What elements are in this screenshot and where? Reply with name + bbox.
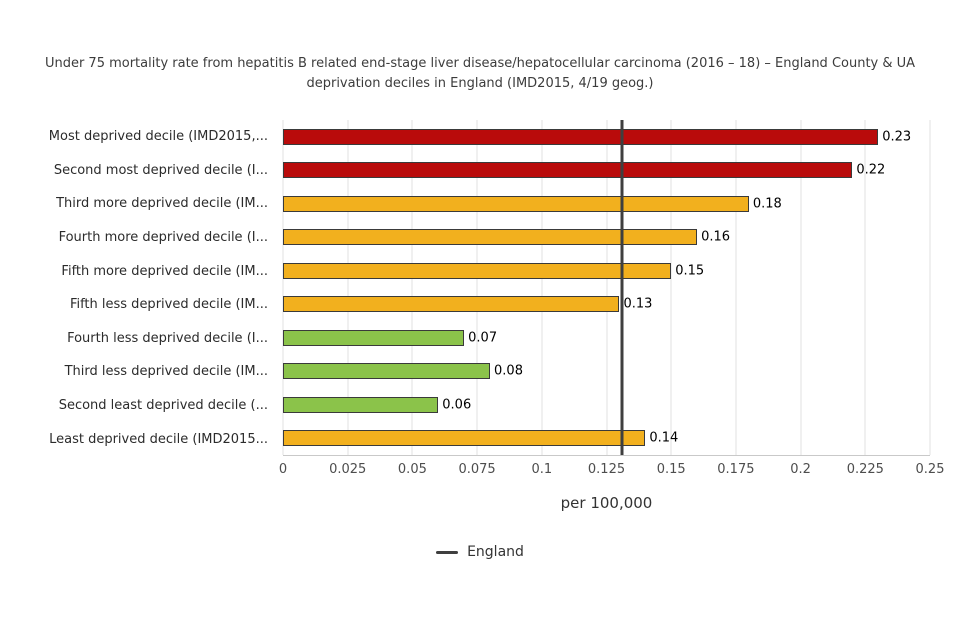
bar-value-label: 0.08 bbox=[494, 363, 523, 379]
x-tick-label: 0 bbox=[278, 462, 288, 477]
bar-row: 0.16 bbox=[283, 221, 930, 255]
bar-row: 0.23 bbox=[283, 120, 930, 154]
bar-value-label: 0.06 bbox=[442, 397, 472, 413]
bar-value-label: 0.23 bbox=[882, 129, 912, 145]
gridlines bbox=[282, 120, 931, 455]
category-label: Least deprived decile (IMD2015... bbox=[49, 431, 268, 447]
bar-row: 0.08 bbox=[283, 355, 930, 389]
bar[interactable] bbox=[283, 229, 698, 246]
gridline bbox=[347, 120, 349, 455]
bar[interactable] bbox=[283, 296, 620, 313]
bar-value-label: 0.15 bbox=[675, 263, 705, 279]
x-tick-label: 0.125 bbox=[587, 462, 626, 477]
bar-row: 0.15 bbox=[283, 254, 930, 288]
bar-row: 0.22 bbox=[283, 154, 930, 188]
category-label: Second least deprived decile (... bbox=[58, 398, 268, 414]
bar-row: 0.07 bbox=[283, 321, 930, 355]
x-axis-label: per 100,000 bbox=[560, 494, 653, 512]
bar[interactable] bbox=[283, 329, 465, 346]
x-axis-ticks: 0 0.025 0.05 0.075 0.1 0.125 0.15 0.175 0.2 0.225… bbox=[279, 462, 945, 480]
bar[interactable] bbox=[283, 195, 749, 212]
gridline bbox=[476, 120, 478, 455]
category-label: Fourth less deprived decile (I... bbox=[67, 330, 268, 346]
x-tick-label: 0.05 bbox=[397, 462, 427, 477]
category-label: Third more deprived decile (IM... bbox=[56, 196, 268, 212]
x-tick-label: 0.15 bbox=[656, 462, 686, 477]
x-tick-label: 0.225 bbox=[846, 462, 884, 477]
gridline bbox=[282, 120, 284, 455]
category-label: Second most deprived decile (I... bbox=[53, 162, 268, 178]
x-tick-label: 0.1 bbox=[531, 462, 553, 477]
gridline bbox=[670, 120, 672, 455]
bar[interactable] bbox=[283, 162, 853, 179]
bar-row: 0.14 bbox=[283, 422, 930, 456]
bar[interactable] bbox=[283, 430, 646, 447]
bar[interactable] bbox=[283, 128, 879, 145]
category-label: Fifth less deprived decile (IM... bbox=[69, 297, 268, 313]
england-line-marker bbox=[436, 550, 459, 554]
bar-value-label: 0.07 bbox=[468, 330, 498, 346]
bar-value-label: 0.14 bbox=[649, 430, 679, 446]
bar-value-label: 0.13 bbox=[623, 296, 653, 312]
category-label: Fifth more deprived decile (IM... bbox=[61, 263, 268, 279]
gridline bbox=[800, 120, 802, 455]
gridline bbox=[864, 120, 866, 455]
england-benchmark-line bbox=[620, 120, 624, 455]
x-tick-label: 0.025 bbox=[329, 462, 367, 477]
bar-row: 0.18 bbox=[283, 187, 930, 221]
bar[interactable] bbox=[283, 396, 439, 413]
bars: 0.23 0.22 0.18 0.16 0.15 0.13 0.07 0.08 0.06 0.14 bbox=[283, 120, 930, 455]
legend: England bbox=[0, 544, 960, 560]
legend-item-england[interactable]: England bbox=[436, 544, 524, 560]
gridline bbox=[929, 120, 931, 455]
x-tick-label: 0.25 bbox=[915, 462, 945, 477]
plot-area: 0.23 0.22 0.18 0.16 0.15 0.13 0.07 0.08 0.06 0.14 bbox=[282, 120, 931, 456]
chart-title: Under 75 mortality rate from hepatitis B… bbox=[44, 56, 916, 91]
x-tick-label: 0.175 bbox=[717, 462, 755, 477]
bar-value-label: 0.16 bbox=[701, 229, 731, 245]
category-label: Third less deprived decile (IM... bbox=[64, 364, 268, 380]
bar-value-label: 0.22 bbox=[856, 162, 886, 178]
bar-value-label: 0.18 bbox=[752, 196, 782, 212]
category-label: Fourth more deprived decile (I... bbox=[58, 230, 268, 246]
category-label: Most deprived decile (IMD2015,... bbox=[48, 129, 268, 145]
gridline bbox=[735, 120, 737, 455]
legend-label: England bbox=[467, 544, 524, 560]
gridline bbox=[411, 120, 413, 455]
x-tick-label: 0.075 bbox=[458, 462, 496, 477]
x-tick-label: 0.2 bbox=[790, 462, 811, 477]
gridline bbox=[541, 120, 543, 455]
bar[interactable] bbox=[283, 363, 491, 380]
gridline bbox=[606, 120, 607, 455]
bar-row: 0.13 bbox=[283, 288, 930, 322]
bar[interactable] bbox=[283, 262, 672, 279]
bar-row: 0.06 bbox=[283, 388, 930, 422]
category-axis: Most deprived decile (IMD2015,... Second … bbox=[0, 120, 276, 456]
